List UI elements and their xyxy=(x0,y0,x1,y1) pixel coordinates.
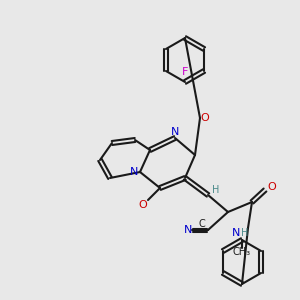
Text: O: O xyxy=(201,113,209,123)
Text: N: N xyxy=(171,127,179,137)
Text: H: H xyxy=(212,185,220,195)
Text: O: O xyxy=(139,200,147,210)
Text: CH₃: CH₃ xyxy=(233,247,251,257)
Text: N: N xyxy=(232,228,240,238)
Text: O: O xyxy=(268,182,276,192)
Text: H: H xyxy=(241,228,249,238)
Text: N: N xyxy=(184,225,192,235)
Text: C: C xyxy=(199,219,206,229)
Text: F: F xyxy=(182,67,188,77)
Text: N: N xyxy=(130,167,138,177)
